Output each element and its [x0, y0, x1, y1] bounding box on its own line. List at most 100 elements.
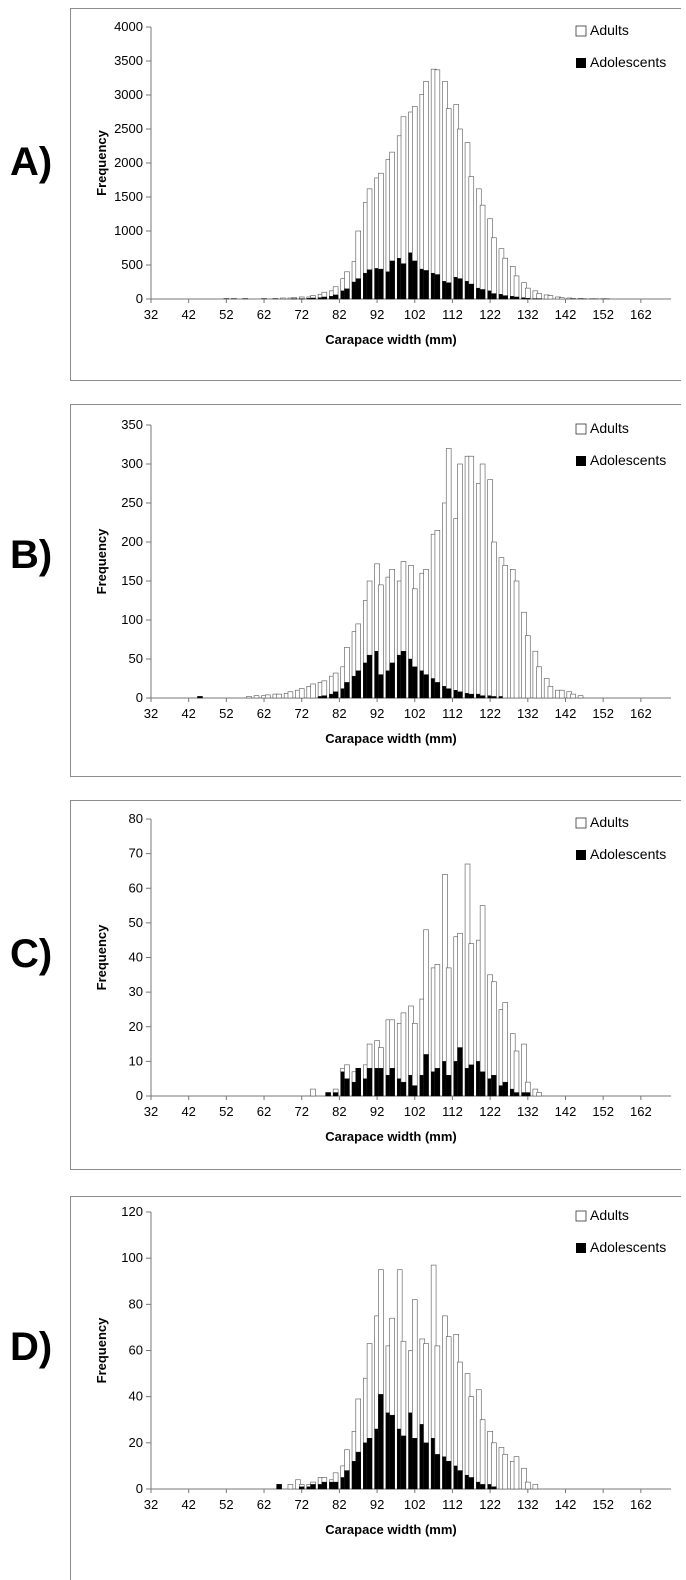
y-tick-label: 80 [129, 811, 143, 826]
x-tick-label: 92 [370, 706, 384, 721]
x-tick-label: 72 [294, 706, 308, 721]
adults-bar [458, 464, 463, 698]
adolescents-bar [503, 296, 508, 299]
adolescents-bar [344, 1079, 349, 1096]
adolescents-bar [525, 1093, 530, 1096]
x-axis-title: Carapace width (mm) [325, 332, 456, 347]
adolescents-bar [333, 692, 338, 698]
adults-bar [480, 205, 485, 299]
adults-bar [525, 288, 530, 299]
adolescents-bar [435, 275, 440, 299]
adults-bar [273, 298, 278, 299]
x-tick-label: 162 [630, 307, 652, 322]
legend-label-adolescents: Adolescents [590, 846, 666, 862]
adults-bar [424, 81, 429, 299]
adolescents-bar [326, 1093, 331, 1096]
adolescents-bar [446, 283, 451, 299]
x-tick-label: 132 [517, 706, 539, 721]
adults-bar [458, 129, 463, 299]
adolescents-bar [446, 1075, 451, 1096]
adults-bar [469, 1397, 474, 1489]
y-tick-label: 2500 [114, 121, 143, 136]
adults-bar [435, 530, 440, 698]
adolescents-bar [514, 1093, 519, 1096]
adults-bar [548, 686, 553, 698]
adolescents-bar [424, 270, 429, 299]
legend-label-adolescents: Adolescents [590, 1239, 666, 1255]
x-tick-label: 92 [370, 1104, 384, 1119]
x-tick-label: 112 [442, 1497, 463, 1512]
x-tick-label: 32 [144, 1497, 158, 1512]
adolescents-bar [333, 295, 338, 299]
legend-swatch-adults [576, 1211, 586, 1221]
adolescents-bar [514, 297, 519, 299]
x-tick-label: 62 [257, 706, 271, 721]
adolescents-bar [469, 1477, 474, 1489]
legend-swatch-adolescents [576, 58, 586, 68]
y-tick-label: 0 [136, 690, 143, 705]
adolescents-bar [378, 675, 383, 698]
y-tick-label: 100 [121, 612, 143, 627]
adults-bar [525, 636, 530, 698]
x-tick-label: 122 [479, 1497, 501, 1512]
adolescents-bar [503, 1082, 508, 1096]
legend-label-adults: Adults [590, 1207, 629, 1223]
adolescents-bar [412, 1086, 417, 1096]
adolescents-bar [480, 696, 485, 698]
adults-bar [491, 1443, 496, 1489]
x-tick-label: 72 [294, 1104, 308, 1119]
adults-bar [480, 1420, 485, 1489]
y-tick-label: 3000 [114, 87, 143, 102]
adolescents-bar [401, 651, 406, 698]
x-tick-label: 92 [370, 1497, 384, 1512]
x-tick-label: 52 [219, 1497, 233, 1512]
adolescents-bar [390, 663, 395, 698]
adults-bar [231, 298, 236, 299]
y-tick-label: 50 [129, 915, 143, 930]
adults-bar [247, 696, 252, 698]
y-tick-label: 0 [136, 1088, 143, 1103]
y-tick-label: 80 [129, 1296, 143, 1311]
adolescents-bar [491, 294, 496, 299]
y-tick-label: 250 [121, 495, 143, 510]
adults-bar [503, 258, 508, 299]
x-tick-label: 42 [181, 1497, 195, 1512]
adolescents-bar [401, 1436, 406, 1489]
adolescents-bar [344, 682, 349, 698]
adolescents-bar [469, 1065, 474, 1096]
x-tick-label: 32 [144, 1104, 158, 1119]
adults-bar [537, 294, 542, 299]
adolescents-bar [322, 696, 327, 698]
adolescents-bar [333, 1482, 338, 1489]
x-tick-label: 112 [442, 307, 463, 322]
legend-swatch-adolescents [576, 456, 586, 466]
adolescents-bar [198, 696, 203, 698]
y-tick-label: 150 [121, 573, 143, 588]
adolescents-bar [378, 1068, 383, 1096]
y-tick-label: 0 [136, 1481, 143, 1496]
adolescents-bar [424, 675, 429, 698]
x-tick-label: 132 [517, 1497, 539, 1512]
x-tick-label: 42 [181, 1104, 195, 1119]
y-axis-title: Frequency [94, 528, 109, 595]
x-tick-label: 152 [592, 1497, 614, 1512]
x-tick-label: 72 [294, 307, 308, 322]
y-tick-label: 20 [129, 1435, 143, 1450]
adolescents-bar [491, 696, 496, 698]
adults-bar [559, 298, 564, 299]
x-tick-label: 82 [332, 307, 346, 322]
x-tick-label: 142 [555, 307, 577, 322]
adolescents-bar [458, 279, 463, 299]
adults-bar [311, 1089, 316, 1096]
y-tick-label: 4000 [114, 19, 143, 34]
legend-label-adults: Adults [590, 22, 629, 38]
adults-bar [514, 581, 519, 698]
x-tick-label: 72 [294, 1497, 308, 1512]
adolescents-bar [356, 1068, 361, 1096]
x-tick-label: 102 [404, 1104, 426, 1119]
adults-bar [265, 695, 270, 698]
legend-label-adults: Adults [590, 420, 629, 436]
y-axis-title: Frequency [94, 924, 109, 991]
x-tick-label: 102 [404, 307, 426, 322]
